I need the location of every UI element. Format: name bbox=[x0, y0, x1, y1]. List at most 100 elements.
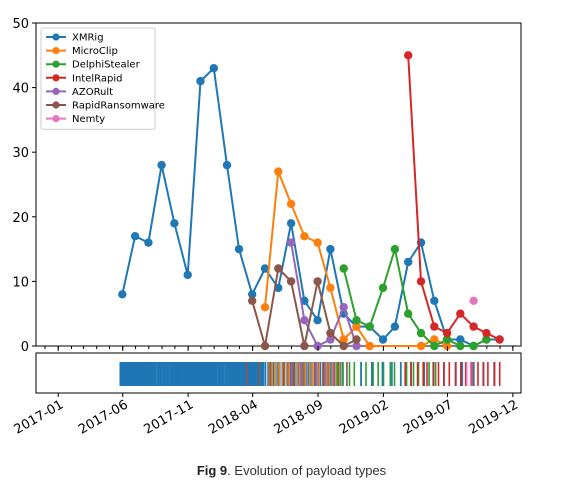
data-point-xmrig bbox=[404, 257, 413, 267]
data-point-azorult bbox=[352, 341, 361, 351]
x-tick-label: 2017-06 bbox=[76, 397, 131, 437]
data-point-intelrapid bbox=[404, 51, 413, 60]
data-point-rapidransomware bbox=[352, 335, 361, 344]
data-point-microclip bbox=[286, 199, 296, 209]
legend-entry-label: IntelRapid bbox=[72, 73, 122, 84]
timeline-strip: 2017-01 2017-06 2017-11 2018-04 2018-09 2019-… bbox=[12, 346, 522, 438]
y-tick-label: 40 bbox=[12, 82, 29, 97]
data-point-microclip bbox=[339, 335, 348, 344]
legend-swatch-marker bbox=[52, 87, 60, 95]
x-tick-label: 2019-02 bbox=[337, 397, 392, 437]
x-axis: 2017-01 2017-06 2017-11 2018-04 2018-09 2019-… bbox=[12, 346, 521, 438]
data-point-rapidransomware bbox=[260, 341, 270, 351]
data-point-intelrapid bbox=[442, 328, 452, 338]
series-layer bbox=[118, 51, 504, 351]
data-point-rapidransomware bbox=[313, 277, 322, 286]
data-point-rapidransomware bbox=[339, 341, 348, 351]
data-point-xmrig bbox=[286, 219, 296, 228]
data-point-xmrig bbox=[144, 238, 153, 247]
data-point-intelrapid bbox=[416, 277, 426, 286]
legend-swatch-marker bbox=[52, 101, 60, 109]
data-point-delphistealer bbox=[482, 335, 491, 344]
y-axis: 0 10 20 30 40 50 bbox=[12, 17, 514, 355]
data-point-intelrapid bbox=[430, 322, 439, 331]
data-point-xmrig bbox=[222, 160, 232, 170]
legend-entry-label: MicroClip bbox=[72, 46, 118, 57]
data-point-xmrig bbox=[248, 290, 257, 299]
data-point-xmrig bbox=[209, 63, 218, 73]
y-tick-label: 30 bbox=[12, 146, 29, 161]
data-point-microclip bbox=[430, 335, 439, 344]
data-point-delphistealer bbox=[430, 341, 439, 351]
data-point-azorult bbox=[339, 303, 348, 312]
legend-entry-label: DelphiStealer bbox=[72, 60, 141, 71]
data-point-xmrig bbox=[430, 296, 439, 305]
data-point-xmrig bbox=[456, 335, 465, 344]
data-point-rapidransomware bbox=[248, 296, 257, 305]
x-tick-label: 2018-04 bbox=[206, 397, 261, 437]
data-point-xmrig bbox=[196, 76, 205, 86]
data-point-microclip bbox=[274, 167, 283, 176]
x-tick-label: 2017-01 bbox=[12, 397, 67, 437]
data-point-azorult bbox=[300, 316, 309, 325]
data-point-rapidransomware bbox=[274, 264, 283, 273]
data-point-delphistealer bbox=[416, 328, 426, 338]
legend-swatch-marker bbox=[52, 33, 60, 41]
data-point-rapidransomware bbox=[286, 277, 296, 286]
data-point-microclip bbox=[416, 341, 426, 351]
series-line-azorult bbox=[290, 242, 358, 348]
data-point-microclip bbox=[365, 341, 374, 351]
figure-caption: Fig 9. Evolution of payload types bbox=[0, 463, 583, 478]
data-point-microclip bbox=[313, 238, 322, 247]
data-point-delphistealer bbox=[442, 335, 452, 344]
data-point-xmrig bbox=[170, 219, 179, 228]
data-point-intelrapid bbox=[495, 335, 504, 344]
timeline-strip-marks bbox=[119, 362, 501, 386]
data-point-azorult bbox=[286, 238, 296, 247]
legend: XMRig MicroClip DelphiStealer IntelRapid AZO… bbox=[40, 27, 165, 130]
data-point-microclip bbox=[260, 303, 270, 312]
data-point-xmrig bbox=[313, 316, 322, 325]
data-point-delphistealer bbox=[404, 309, 413, 318]
x-tick-label: 2019-07 bbox=[401, 397, 456, 437]
legend-box bbox=[40, 27, 156, 130]
data-point-intelrapid bbox=[482, 328, 491, 338]
y-tick-label: 0 bbox=[21, 340, 29, 355]
data-point-xmrig bbox=[326, 244, 335, 254]
legend-swatch-marker bbox=[52, 60, 60, 68]
legend-entry-label: AZORult bbox=[72, 87, 113, 98]
x-tick-label: 2018-09 bbox=[271, 397, 326, 437]
y-tick-label: 50 bbox=[12, 17, 29, 32]
caption-label: Fig 9 bbox=[196, 463, 228, 478]
data-point-azorult bbox=[326, 335, 335, 344]
data-point-delphistealer bbox=[352, 316, 361, 325]
y-tick-label: 20 bbox=[12, 211, 29, 226]
data-point-delphistealer bbox=[339, 264, 348, 273]
data-point-delphistealer bbox=[456, 341, 465, 351]
legend-swatch-marker bbox=[52, 115, 60, 123]
legend-entry-label: Nemty bbox=[72, 114, 105, 125]
data-point-xmrig bbox=[390, 322, 400, 331]
data-point-microclip bbox=[326, 283, 335, 293]
caption-text: . Evolution of payload types bbox=[227, 463, 387, 478]
data-point-nemty bbox=[469, 296, 478, 305]
data-point-rapidransomware bbox=[300, 341, 309, 351]
line-plot-area: 0 10 20 30 40 50 XMRig MicroClip DelphiStealer I… bbox=[12, 17, 522, 355]
data-point-delphistealer bbox=[365, 322, 374, 331]
data-point-xmrig bbox=[378, 335, 388, 344]
data-point-delphistealer bbox=[469, 341, 478, 351]
data-point-rapidransomware bbox=[326, 328, 335, 338]
data-point-xmrig bbox=[118, 290, 127, 299]
data-point-xmrig bbox=[234, 244, 244, 254]
data-point-intelrapid bbox=[456, 309, 465, 318]
y-tick-label: 10 bbox=[12, 275, 29, 290]
data-point-microclip bbox=[300, 232, 309, 241]
x-tick-label: 2017-11 bbox=[142, 397, 197, 437]
data-point-microclip bbox=[352, 322, 361, 331]
data-point-intelrapid bbox=[469, 322, 478, 331]
data-point-delphistealer bbox=[390, 244, 400, 254]
legend-entry-label: XMRig bbox=[72, 33, 104, 44]
strip-frame bbox=[35, 352, 522, 394]
data-point-xmrig bbox=[183, 270, 192, 280]
